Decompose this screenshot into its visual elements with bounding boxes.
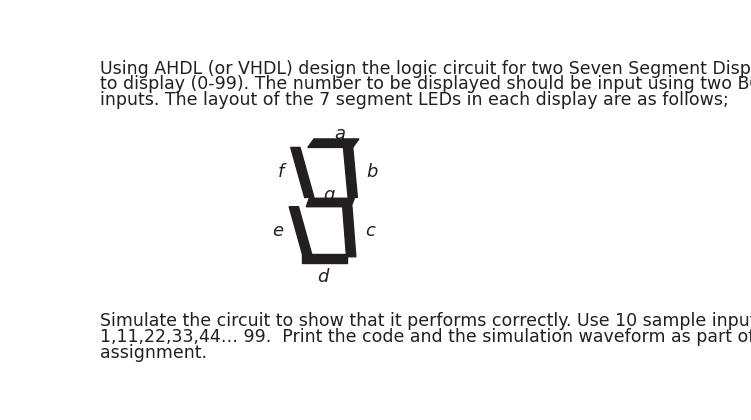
Polygon shape <box>342 207 356 257</box>
Text: b: b <box>366 163 378 181</box>
Text: e: e <box>272 222 283 240</box>
Text: f: f <box>278 163 285 181</box>
Text: c: c <box>365 222 375 240</box>
Text: Simulate the circuit to show that it performs correctly. Use 10 sample inputs, e: Simulate the circuit to show that it per… <box>100 312 751 330</box>
Polygon shape <box>302 255 346 263</box>
Text: Using AHDL (or VHDL) design the logic circuit for two Seven Segment Displays: Using AHDL (or VHDL) design the logic ci… <box>100 60 751 78</box>
Polygon shape <box>308 139 359 147</box>
Text: a: a <box>334 125 345 143</box>
Polygon shape <box>291 147 314 197</box>
Text: assignment.: assignment. <box>100 344 207 362</box>
Polygon shape <box>343 147 357 197</box>
Text: to display (0-99). The number to be displayed should be input using two BCD: to display (0-99). The number to be disp… <box>100 76 751 93</box>
Text: d: d <box>317 268 328 286</box>
Text: g: g <box>323 186 334 204</box>
Polygon shape <box>306 198 354 207</box>
Text: 1,11,22,33,44… 99.  Print the code and the simulation waveform as part of the: 1,11,22,33,44… 99. Print the code and th… <box>100 328 751 346</box>
Text: inputs. The layout of the 7 segment LEDs in each display are as follows;: inputs. The layout of the 7 segment LEDs… <box>100 91 728 109</box>
Polygon shape <box>289 207 312 257</box>
